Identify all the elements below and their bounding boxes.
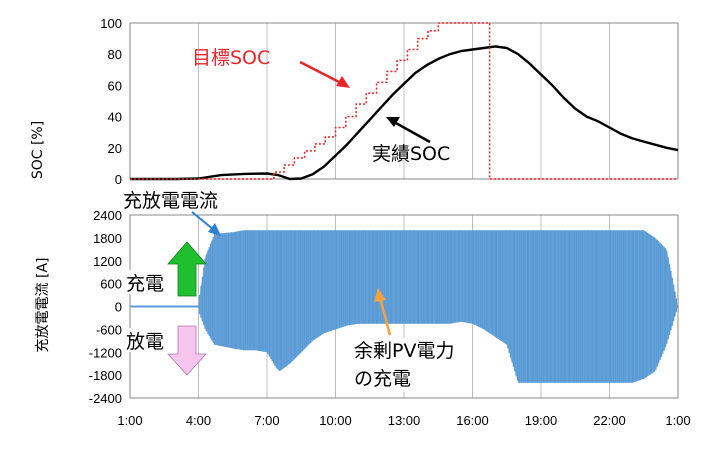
soc-y-tick-60: 60 (108, 78, 122, 93)
discharge-arrow-icon (167, 325, 207, 376)
current-y-tick-1800: 1800 (93, 231, 122, 246)
current-chart-axes (129, 214, 679, 399)
discharge-label: 放電 (126, 331, 164, 353)
current-plot-frame (129, 214, 679, 399)
surplus-pv-label-line1: 余剰PV電力 (354, 340, 454, 362)
soc-y-tick-labels: 0 20 40 60 80 100 (100, 16, 122, 187)
current-y-tick-600: 600 (100, 277, 122, 292)
charge-arrow-icon (167, 241, 207, 297)
soc-chart: 0 20 40 60 80 100 (100, 16, 679, 187)
soc-chart-axes (129, 22, 679, 180)
soc-y-tick-20: 20 (108, 141, 122, 156)
x-tick-1: 4:00 (186, 413, 211, 428)
soc-plot-frame (129, 22, 679, 180)
discharge-label-bg (126, 328, 168, 352)
soc-y-tick-80: 80 (108, 47, 122, 62)
soc-series-layer (130, 22, 679, 181)
actual-soc-label: 実績SOC (372, 143, 450, 165)
current-chart: -2400 -1800 -1200 -600 0 600 1200 1800 2400 1:00… (89, 208, 691, 428)
current-y-tick-1200: 1200 (93, 254, 122, 269)
x-tick-3: 10:00 (319, 413, 352, 428)
current-label: 充放電電流 (123, 190, 218, 212)
target-soc-label: 目標SOC (192, 47, 270, 69)
x-tick-2: 7:00 (254, 413, 279, 428)
current-y-tick--2400: -2400 (89, 391, 122, 406)
current-y-axis-label: 充放電電流 [A] (35, 258, 51, 353)
charge-label-bg (126, 270, 168, 294)
soc-y-tick-0: 0 (115, 172, 122, 187)
current-y-tick-0: 0 (115, 300, 122, 315)
x-tick-0: 1:00 (117, 413, 142, 428)
actual-soc-line (130, 45, 679, 181)
current-series-layer (130, 230, 678, 383)
current-label-arrow (191, 211, 221, 236)
surplus-label-bg (352, 338, 464, 392)
x-tick-4: 13:00 (388, 413, 421, 428)
current-y-tick--1200: -1200 (89, 345, 122, 360)
x-tick-5: 16:00 (456, 413, 489, 428)
x-tick-7: 22:00 (593, 413, 626, 428)
surplus-pv-arrow (374, 288, 392, 336)
soc-y-tick-100: 100 (100, 16, 122, 31)
time-x-tick-labels: 1:00 4:00 7:00 10:00 13:00 16:00 19:00 22:00 1:0… (117, 413, 690, 428)
x-tick-6: 19:00 (525, 413, 558, 428)
current-y-tick-labels: -2400 -1800 -1200 -600 0 600 1200 1800 2400 (89, 208, 122, 406)
current-y-tick--600: -600 (96, 322, 122, 337)
current-y-tick-2400: 2400 (93, 208, 122, 223)
x-tick-8: 1:00 (665, 413, 690, 428)
soc-y-axis-label: SOC [%] (30, 121, 46, 179)
current-oscillation-series (198, 230, 678, 383)
surplus-pv-label-line2: の充電 (354, 368, 411, 390)
actual-soc-arrow (386, 117, 431, 144)
soc-y-tick-40: 40 (108, 110, 122, 125)
current-y-tick--1800: -1800 (89, 368, 122, 383)
target-soc-line (130, 22, 678, 180)
target-soc-arrow (299, 60, 350, 88)
charge-label: 充電 (126, 273, 164, 295)
